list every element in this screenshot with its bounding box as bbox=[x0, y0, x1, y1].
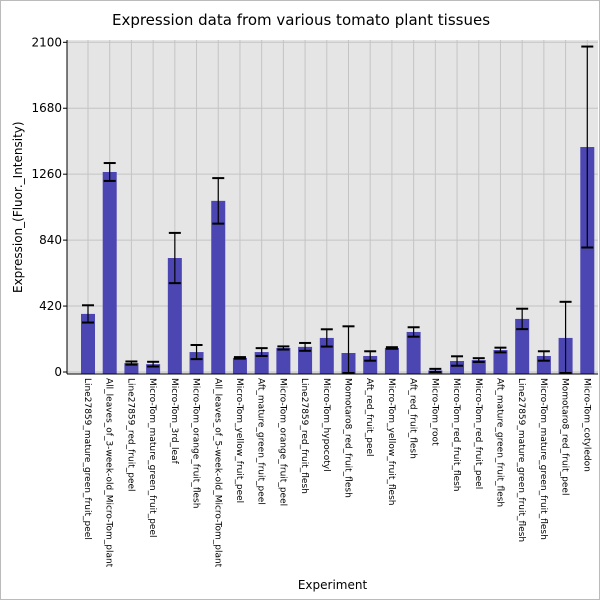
x-tick-label: Micro-Tom_3rd_leaf bbox=[169, 378, 179, 465]
x-tick-label: Micro-Tom_hypocotyl bbox=[321, 378, 331, 472]
x-tick-label: Aft_mature_green_fruit_peel bbox=[256, 378, 266, 505]
x-tick-label: Aft_red_fruit_peel bbox=[364, 378, 374, 457]
bar bbox=[493, 350, 508, 374]
x-tick-label: Micro-Tom_cotyledon bbox=[581, 378, 591, 472]
x-tick-label: Aft_mature_green_fruit_flesh bbox=[494, 378, 504, 507]
bar bbox=[471, 360, 486, 374]
bar bbox=[81, 313, 95, 374]
y-tick-label: 840 bbox=[39, 233, 62, 247]
y-tick-label: 2100 bbox=[31, 35, 62, 49]
x-tick-label: Micro-Tom_yellow_fruit_flesh bbox=[386, 378, 396, 506]
bar bbox=[580, 147, 595, 374]
plot-background bbox=[67, 40, 598, 374]
bar bbox=[124, 363, 139, 374]
y-tick-label: 420 bbox=[39, 299, 62, 313]
bar bbox=[254, 352, 269, 374]
y-tick-label: 1260 bbox=[31, 167, 62, 181]
bar bbox=[102, 171, 117, 374]
x-tick-label: Micro-Tom_red_fruit_peel bbox=[473, 378, 483, 489]
x-tick-label: Micro-Tom_mature_green_fruit_peel bbox=[147, 378, 157, 538]
x-tick-label: Momotaro8_red_fruit_peel bbox=[560, 378, 570, 495]
bar bbox=[276, 347, 291, 374]
bar bbox=[298, 346, 313, 374]
x-tick-label: Micro-Tom_mature_green_fruit_flesh bbox=[538, 378, 548, 540]
y-tick-label: 0 bbox=[54, 365, 62, 379]
x-tick-label: Micro-Tom_orange_fruit_peel bbox=[277, 378, 287, 506]
x-tick-label: Line27859_red_fruit_flesh bbox=[299, 378, 309, 494]
x-tick-label: All_leaves_of_3-week-old_Micro-Tom_plant bbox=[104, 378, 114, 568]
x-tick-label: Momotaro8_red_fruit_flesh bbox=[343, 378, 353, 498]
x-tick-label: Micro-Tom_yellow_fruit_peel bbox=[234, 378, 244, 503]
bar bbox=[450, 361, 465, 374]
x-tick-label: Aft_red_fruit_flesh bbox=[408, 378, 418, 459]
bar bbox=[406, 331, 421, 374]
x-tick-label: Micro-Tom_red_fruit_flesh bbox=[451, 378, 461, 492]
x-tick-label: Micro-Tom_orange_fruit_flesh bbox=[191, 378, 201, 508]
bar bbox=[384, 347, 399, 374]
x-axis-label: Experiment bbox=[297, 578, 368, 592]
x-tick-label: Line27859_mature_green_fruit_peel bbox=[82, 378, 92, 540]
x-tick-label: Line27859_mature_green_fruit_flesh bbox=[516, 378, 526, 542]
bar bbox=[515, 318, 530, 374]
chart-title: Expression data from various tomato plan… bbox=[111, 11, 491, 29]
bar bbox=[189, 352, 204, 374]
bar bbox=[232, 357, 247, 374]
x-tick-label: All_leaves_of_5-week-old_Micro-Tom_plant bbox=[212, 378, 222, 568]
x-tick-label: Line27859_red_fruit_peel bbox=[125, 378, 135, 492]
bar bbox=[211, 200, 226, 374]
bar bbox=[146, 364, 161, 374]
x-tick-label: Micro-Tom_root bbox=[429, 378, 439, 446]
y-tick-label: 1680 bbox=[31, 101, 62, 115]
bar bbox=[167, 258, 182, 374]
